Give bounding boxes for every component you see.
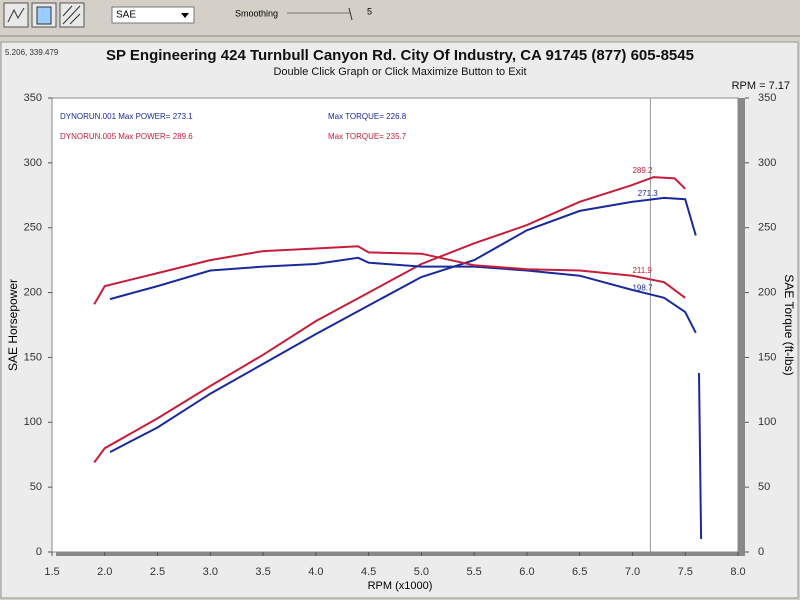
data-label: 211.9 [632, 266, 652, 275]
chart-title: SP Engineering 424 Turnbull Canyon Rd. C… [106, 47, 694, 64]
coordinates: 5.206, 339.479 [5, 48, 59, 57]
slider-thumb[interactable] [348, 7, 353, 21]
units-dropdown[interactable] [111, 6, 195, 24]
x-axis-label: RPM (x1000) [368, 580, 433, 592]
y-tick-label: 100 [24, 416, 42, 428]
y-tick-label: 150 [24, 351, 42, 363]
y2-tick-label: 250 [758, 222, 776, 234]
x-tick-label: 4.5 [361, 566, 376, 578]
x-tick-label: 8.0 [730, 566, 745, 578]
x-tick-label: 6.5 [572, 566, 587, 578]
y-tick-label: 300 [24, 157, 42, 169]
x-tick-label: 4.0 [308, 566, 323, 578]
y-axis-label: SAE Horsepower [6, 279, 20, 371]
x-tick-label: 2.5 [150, 566, 165, 578]
x-tick-label: 2.0 [97, 566, 112, 578]
series-line [109, 256, 697, 334]
y-tick-label: 50 [30, 481, 42, 493]
y2-tick-label: 350 [758, 92, 776, 104]
legend-note: DYNORUN.001 Max POWER= 273.1 [60, 112, 193, 121]
data-label: 271.3 [638, 189, 659, 198]
series-line [93, 176, 686, 464]
x-tick-label: 1.5 [44, 566, 59, 578]
legend-note: DYNORUN.005 Max POWER= 289.6 [60, 132, 193, 141]
chart-subtitle: Double Click Graph or Click Maximize But… [273, 66, 526, 78]
icon [7, 7, 25, 23]
units-value: SAE [116, 10, 136, 21]
y-tick-label: 350 [24, 92, 42, 104]
y-tick-label: 0 [36, 546, 42, 558]
data-label: 198.7 [632, 283, 653, 292]
smoothing-value: 5 [367, 6, 372, 16]
series-line [109, 196, 703, 540]
y2-tick-label: 150 [758, 351, 776, 363]
x-tick-label: 3.5 [255, 566, 270, 578]
plot-shadow [56, 552, 745, 556]
x-tick-label: 7.5 [678, 566, 693, 578]
y2-axis-label: SAE Torque (ft-lbs) [782, 274, 796, 375]
x-tick-label: 5.0 [414, 566, 429, 578]
y2-tick-label: 0 [758, 546, 764, 558]
series-line [93, 245, 686, 305]
cursor-label: RPM = 7.17 [732, 80, 790, 92]
icon [36, 6, 52, 25]
data-label: 289.2 [632, 166, 653, 175]
x-tick-label: 5.5 [467, 566, 482, 578]
x-tick-label: 7.0 [625, 566, 640, 578]
legend-note: Max TORQUE= 226.8 [328, 112, 407, 121]
plot-area [51, 97, 739, 553]
y-tick-label: 200 [24, 286, 42, 298]
y-tick-label: 250 [24, 222, 42, 234]
smoothing-label: Smoothing [235, 8, 278, 18]
y2-tick-label: 300 [758, 157, 776, 169]
dropdown-arrow [181, 13, 189, 18]
x-tick-label: 6.0 [519, 566, 534, 578]
x-tick-label: 3.0 [203, 566, 218, 578]
y2-tick-label: 50 [758, 481, 770, 493]
legend-note: Max TORQUE= 235.7 [328, 132, 407, 141]
y2-tick-label: 200 [758, 286, 776, 298]
plot-shadow [738, 98, 745, 556]
icon [62, 5, 81, 25]
y2-tick-label: 100 [758, 416, 776, 428]
